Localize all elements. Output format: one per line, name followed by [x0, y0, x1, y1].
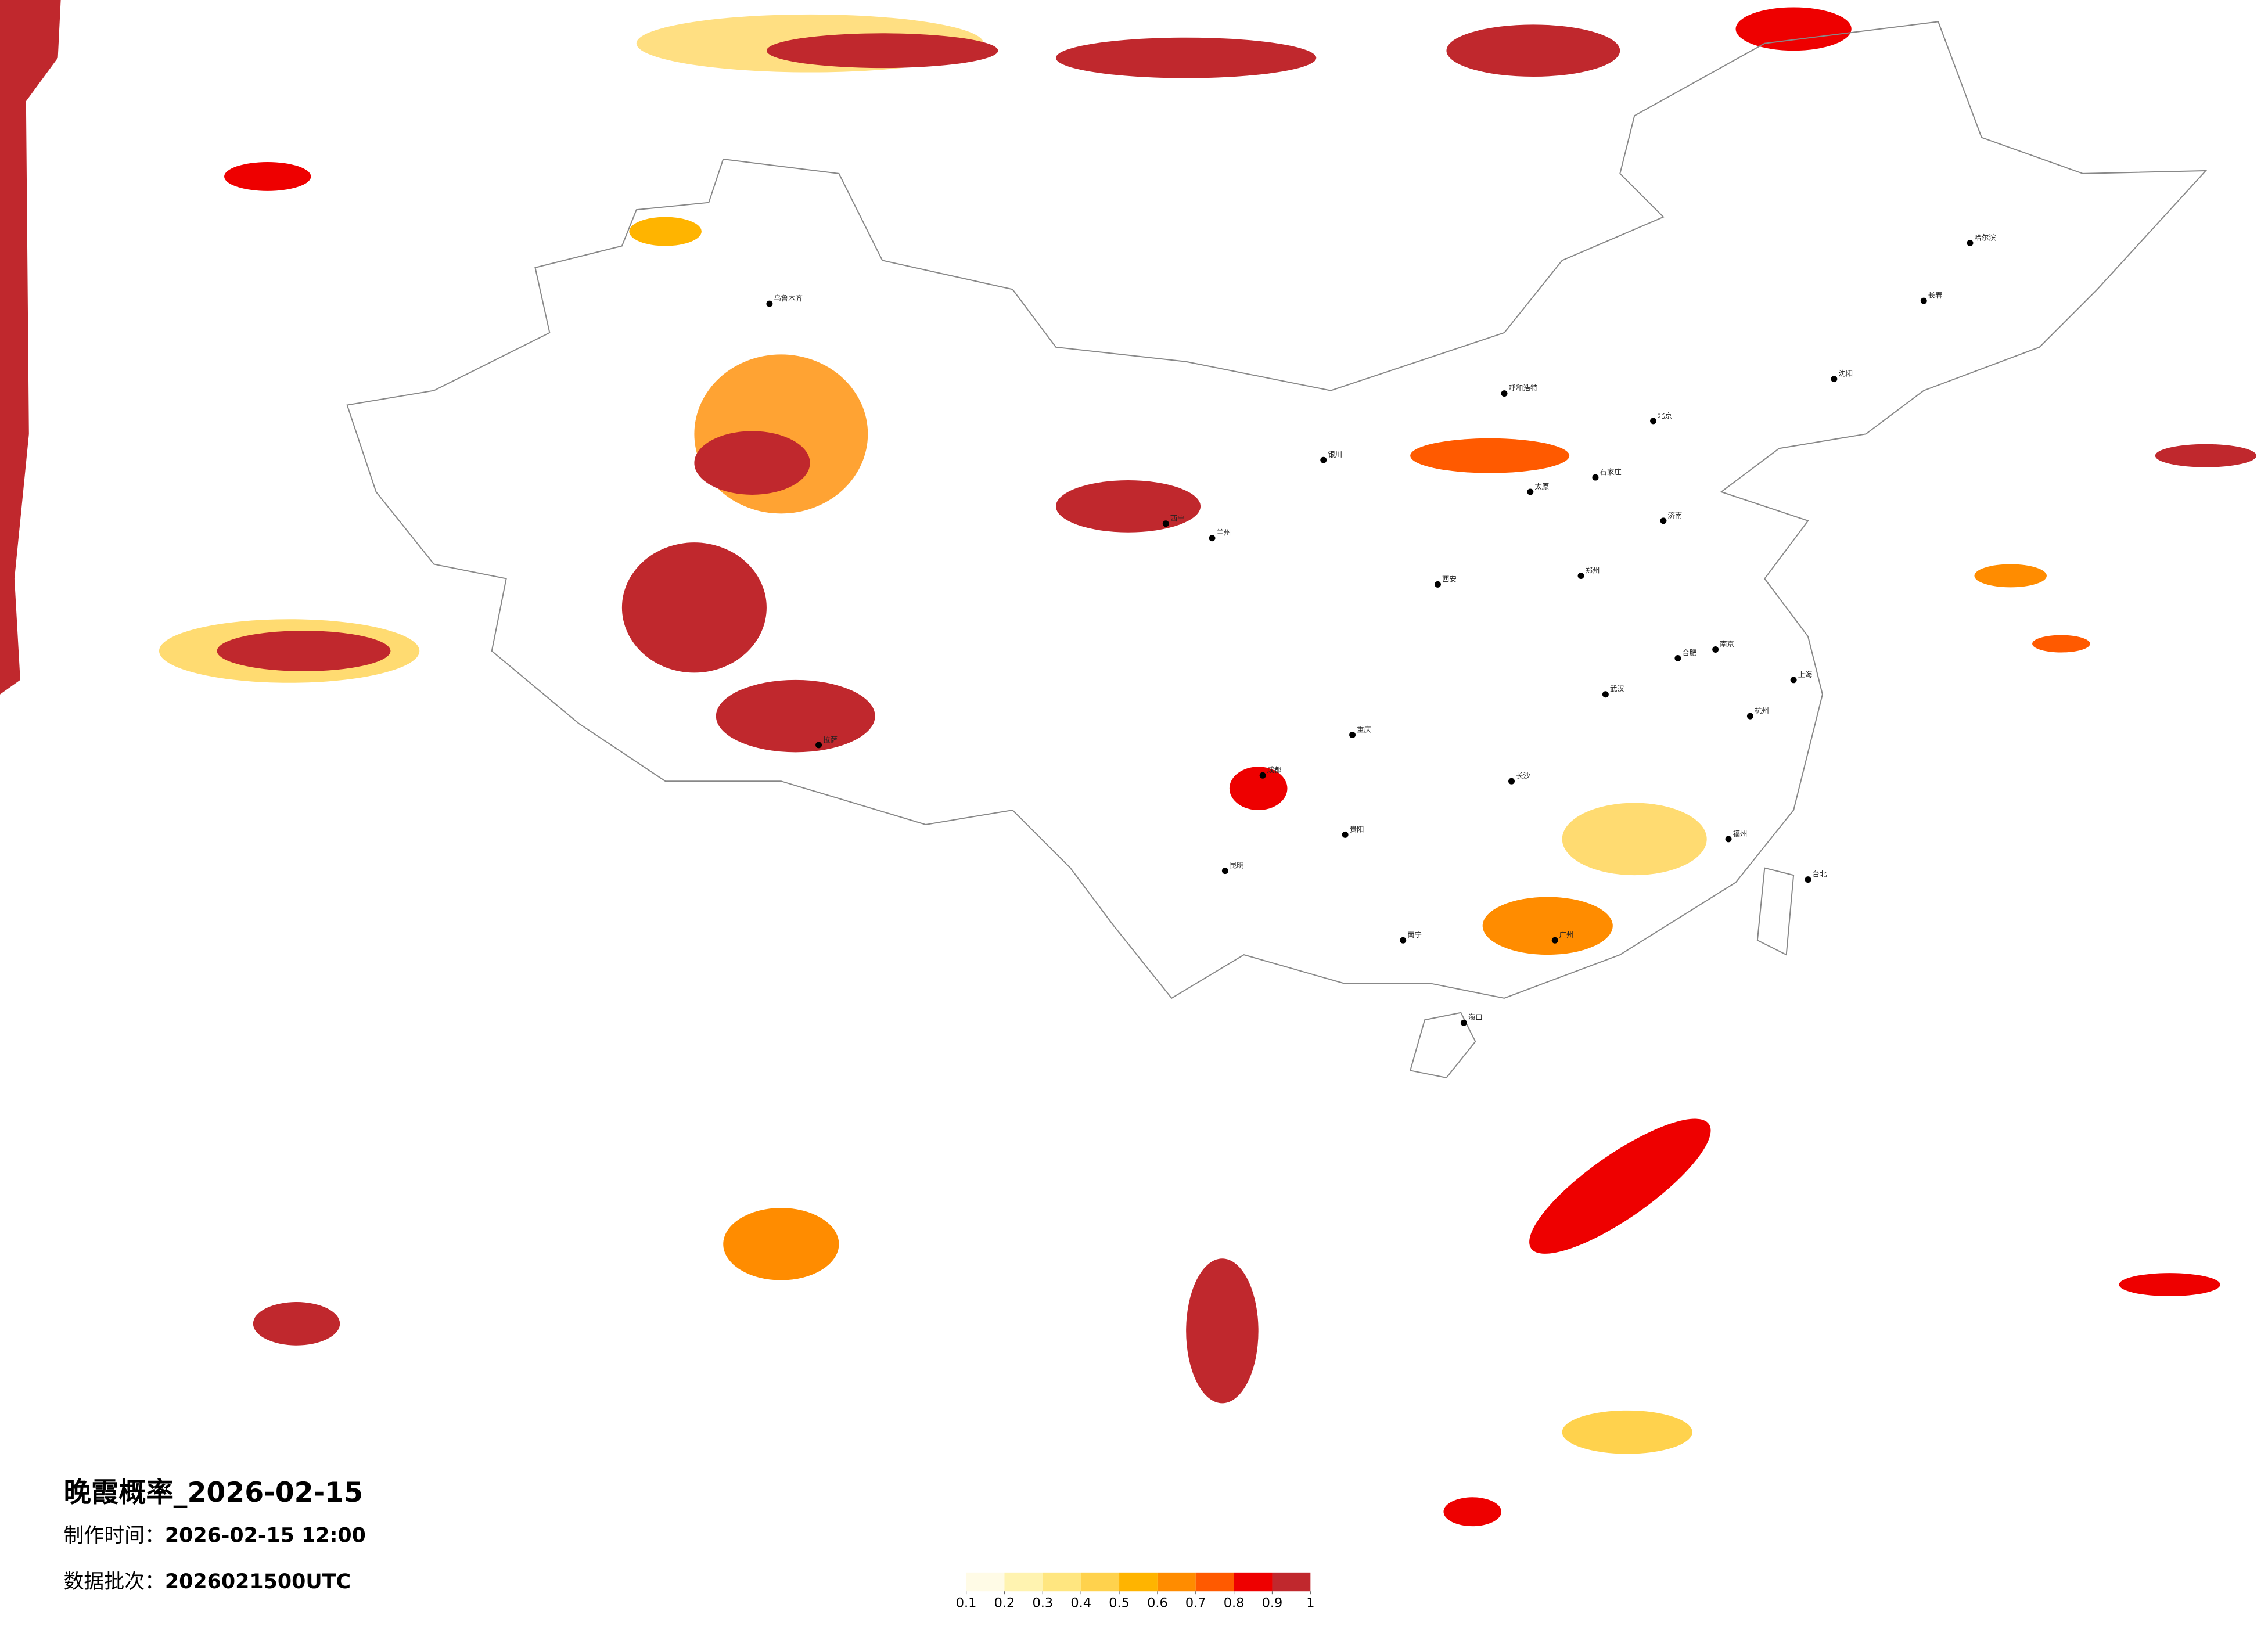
city-label: 济南	[1667, 511, 1682, 520]
city-label: 兰州	[1216, 528, 1231, 537]
batch-value: 2026021500UTC	[165, 1570, 351, 1593]
city-label: 石家庄	[1600, 467, 1621, 476]
city-dot	[815, 742, 822, 749]
city-label: 乌鲁木齐	[774, 294, 803, 303]
city-dot	[1660, 517, 1667, 524]
city-label: 合肥	[1682, 648, 1696, 657]
city-label: 北京	[1658, 411, 1672, 420]
city-dot	[1674, 654, 1681, 661]
batch-label: 数据批次：	[64, 1570, 165, 1593]
city-label: 长沙	[1516, 771, 1530, 780]
city-label: 南宁	[1407, 930, 1422, 939]
city-label: 成都	[1267, 765, 1282, 774]
city-dot	[1746, 713, 1753, 720]
legend-tick-label: 0.2	[994, 1596, 1015, 1611]
city-label: 拉萨	[823, 735, 838, 744]
city-label: 贵阳	[1350, 825, 1364, 833]
city-dot	[1320, 456, 1327, 463]
legend-tick-label: 0.6	[1147, 1596, 1168, 1611]
city-label: 银川	[1328, 450, 1342, 459]
city-label: 太原	[1534, 482, 1549, 491]
city-dot	[1209, 535, 1216, 542]
city-label: 重庆	[1357, 725, 1371, 733]
city-label: 武汉	[1610, 685, 1624, 693]
legend-swatch	[1119, 1572, 1158, 1592]
city-label: 杭州	[1755, 706, 1769, 715]
city-label: 福州	[1733, 829, 1748, 838]
country-outline	[346, 21, 2208, 999]
legend-swatch	[1004, 1572, 1043, 1592]
batch: 数据批次：2026021500UTC	[64, 1570, 351, 1593]
city-dot	[1162, 520, 1169, 527]
city-label: 西宁	[1170, 514, 1185, 523]
colorbar: 0.1 0.2 0.3 0.4 0.5 0.6 0.7 0.8 0.9 1	[956, 1572, 1314, 1611]
city-dot	[766, 300, 773, 307]
city-dot	[1551, 937, 1558, 944]
city-label: 沈阳	[1838, 369, 1853, 378]
city-dot	[1349, 732, 1356, 738]
legend-tick-label: 0.9	[1262, 1596, 1283, 1611]
city-dot	[1501, 390, 1508, 397]
city-dot	[1920, 297, 1927, 304]
legend-tick-label: 0.4	[1070, 1596, 1091, 1611]
city-dot	[1460, 1019, 1467, 1026]
legend-tick-label: 0.5	[1109, 1596, 1130, 1611]
city-dot	[1508, 778, 1515, 785]
city-dot	[1527, 488, 1534, 495]
city-label: 长春	[1928, 291, 1943, 300]
city-dot	[1577, 572, 1584, 579]
city-dot	[1790, 677, 1797, 684]
city-label: 呼和浩特	[1509, 384, 1538, 393]
city-dot	[1342, 831, 1349, 838]
made-time: 制作时间：2026-02-15 12:00	[64, 1524, 366, 1548]
island-outline	[1409, 867, 1795, 1078]
city-label: 南京	[1720, 640, 1734, 649]
city-label: 哈尔滨	[1974, 233, 1996, 242]
city-dot	[1805, 876, 1811, 883]
city-label: 上海	[1798, 670, 1813, 679]
city-label: 西安	[1442, 574, 1457, 583]
map-title: 晚霞概率_2026-02-15	[64, 1477, 363, 1509]
city-dot	[1221, 868, 1228, 875]
city-dot	[1259, 772, 1266, 779]
city-label: 郑州	[1586, 566, 1600, 574]
legend-swatch	[1195, 1572, 1234, 1592]
legend-swatch	[1081, 1572, 1120, 1592]
city-dot	[1725, 836, 1732, 843]
city-dot	[1592, 474, 1599, 481]
legend-tick-label: 0.7	[1185, 1596, 1206, 1611]
city-dot	[1712, 646, 1719, 653]
legend-tick-label: 0.3	[1033, 1596, 1054, 1611]
probability-field	[0, 0, 2257, 1527]
legend-tick-label: 0.8	[1224, 1596, 1245, 1611]
legend-tick-label: 1	[1306, 1596, 1314, 1611]
city-dot	[1435, 581, 1441, 588]
legend-swatch	[1157, 1572, 1196, 1592]
made-label: 制作时间：	[64, 1524, 165, 1548]
city-dot	[1602, 691, 1609, 698]
city-label: 海口	[1468, 1013, 1483, 1021]
city-dot	[1831, 376, 1838, 383]
legend-tick-label: 0.1	[956, 1596, 977, 1611]
city-label: 昆明	[1230, 861, 1244, 870]
made-value: 2026-02-15 12:00	[165, 1524, 366, 1548]
legend-swatch	[966, 1572, 1005, 1592]
legend-swatch	[1272, 1572, 1311, 1592]
city-dot	[1400, 937, 1407, 944]
city-label: 广州	[1559, 930, 1574, 939]
city-dot	[1650, 418, 1657, 425]
legend-swatch	[1043, 1572, 1081, 1592]
city-label: 台北	[1813, 870, 1827, 879]
legend-swatch	[1234, 1572, 1273, 1592]
city-dot	[1967, 240, 1974, 246]
